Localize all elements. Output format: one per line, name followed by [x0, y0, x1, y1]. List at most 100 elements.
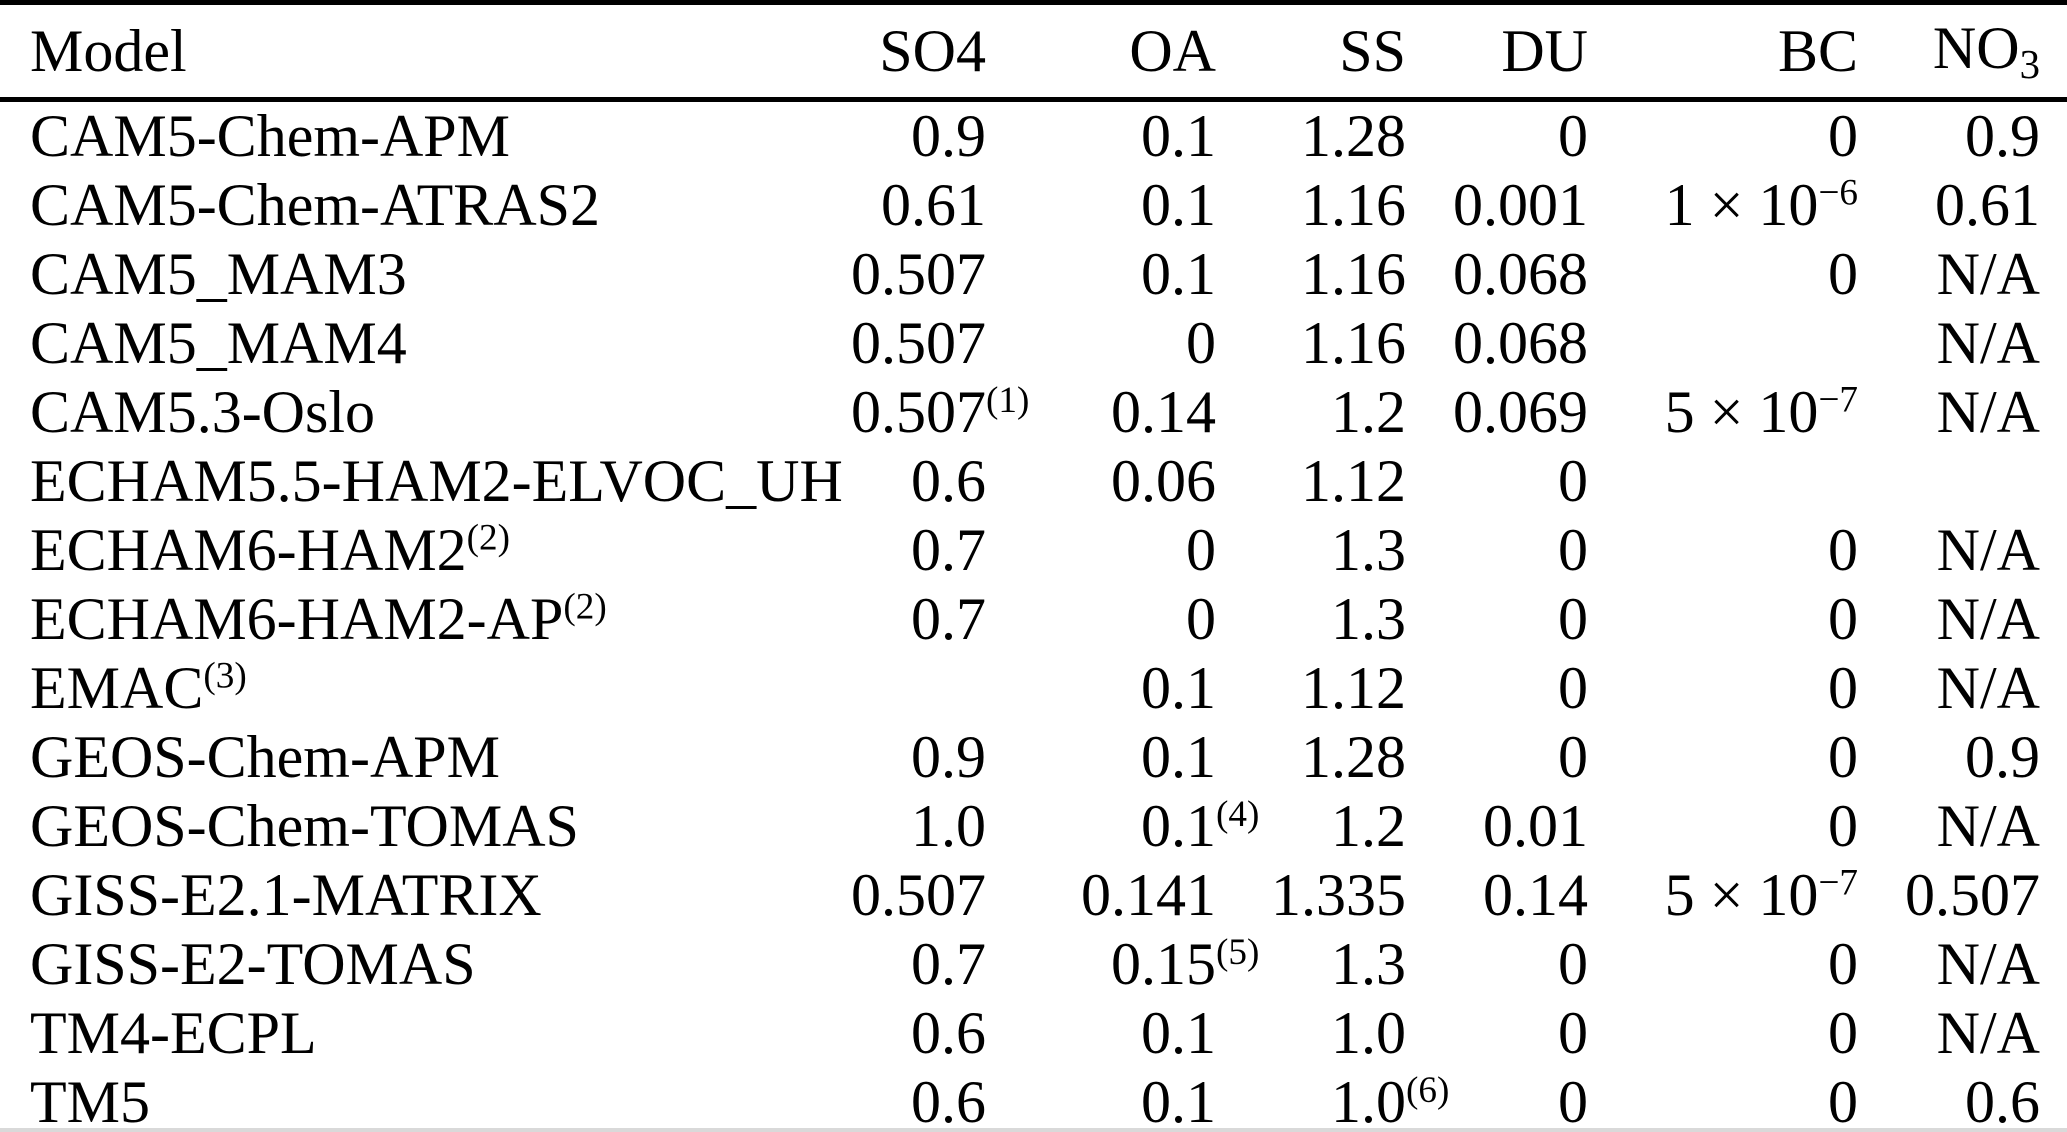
cell-no3: N/A: [1936, 586, 2040, 652]
cell-oa: 0.1(4): [1141, 793, 1260, 859]
cell-oa: 0.1: [1141, 1000, 1216, 1066]
cell-bc: 0: [1828, 724, 1858, 790]
cell-oa: 0.1: [1141, 103, 1216, 169]
cell-ss: 1.16: [1301, 310, 1406, 376]
cell-so4: 0.61: [881, 172, 986, 238]
cell-no3: 0.9: [1965, 103, 2040, 169]
cell-so4: 0.507: [851, 310, 986, 376]
cell-model-name: TM5: [30, 1069, 150, 1132]
cell-model-name: ECHAM5.5-HAM2-ELVOC_UH: [30, 448, 843, 514]
cell-ss: 1.0(6): [1331, 1069, 1450, 1132]
column-header-so4: SO4: [758, 2, 990, 102]
cell-no3: N/A: [1936, 517, 2040, 583]
cell-ss: 1.2: [1331, 379, 1406, 445]
cell-no3: N/A: [1936, 655, 2040, 721]
cell-no3: N/A: [1936, 310, 2040, 376]
cell-model-name: GEOS-Chem-TOMAS: [30, 793, 579, 859]
table-row: EMAC(3) 0.1 1.12 0 0 N/A: [0, 654, 2067, 723]
table-row: TM4-ECPL 0.6 0.1 1.0 0 0 N/A: [0, 999, 2067, 1068]
cell-du: 0.069: [1453, 379, 1588, 445]
cell-bc: 0: [1828, 931, 1858, 997]
table-row: CAM5-Chem-ATRAS2 0.61 0.1 1.16 0.001 1 × 10−6…: [0, 171, 2067, 240]
table-row: CAM5_MAM4 0.507 0 1.16 0.068 N/A: [0, 309, 2067, 378]
cell-model-name: ECHAM6-HAM2-AP(2): [30, 586, 607, 652]
cell-oa: 0: [1186, 586, 1216, 652]
cell-no3: 0.9: [1965, 724, 2040, 790]
cell-so4: 0.7: [911, 517, 986, 583]
cell-ss: 1.0: [1331, 1000, 1406, 1066]
column-header-du: DU: [1410, 2, 1592, 102]
cell-so4: 0.6: [911, 448, 986, 514]
cell-oa: 0: [1186, 517, 1216, 583]
cell-oa: 0.14: [1111, 379, 1216, 445]
cell-du: 0: [1558, 1000, 1588, 1066]
cell-so4: 0.7: [911, 586, 986, 652]
cell-so4: 0.7: [911, 931, 986, 997]
table-header: Model SO4 OA SS DU BC NO3: [0, 2, 2067, 102]
cell-ss: 1.12: [1301, 448, 1406, 514]
cell-model-name: CAM5-Chem-APM: [30, 103, 511, 169]
cell-model-name: CAM5_MAM3: [30, 241, 407, 307]
table-row: GISS-E2-TOMAS 0.7 0.15(5) 1.3 0 0 N/A: [0, 930, 2067, 999]
cell-bc: 1 × 10−6: [1664, 172, 1858, 238]
footnote-marker: (2): [466, 517, 511, 559]
cell-model-name: TM4-ECPL: [30, 1000, 317, 1066]
cell-no3: 0.507: [1905, 862, 2040, 928]
cell-no3: 0.61: [1935, 172, 2040, 238]
cell-model-name: GISS-E2.1-MATRIX: [30, 862, 542, 928]
cell-ss: 1.3: [1331, 931, 1406, 997]
cell-no3: N/A: [1936, 793, 2040, 859]
cell-ss: 1.16: [1301, 172, 1406, 238]
cell-no3: [1862, 447, 2067, 516]
column-header-oa: OA: [990, 2, 1220, 102]
cell-du: 0.068: [1453, 310, 1588, 376]
cell-ss: 1.335: [1271, 862, 1406, 928]
table-body: CAM5-Chem-APM 0.9 0.1 1.28 0 0 0.9 CAM5-Chem-AT…: [0, 100, 2067, 1132]
cell-du: 0.01: [1483, 793, 1588, 859]
cell-bc: 0: [1828, 1069, 1858, 1132]
cell-so4: 0.9: [911, 724, 986, 790]
cell-bc: 5 × 10−7: [1664, 379, 1858, 445]
table-row: ECHAM6-HAM2(2) 0.7 0 1.3 0 0 N/A: [0, 516, 2067, 585]
cell-oa: 0.1: [1141, 172, 1216, 238]
table-row: CAM5.3-Oslo 0.507(1) 0.14 1.2 0.069 5 × 10−7 N…: [0, 378, 2067, 447]
cell-model-name: CAM5_MAM4: [30, 310, 407, 376]
cell-oa: 0.1: [1141, 241, 1216, 307]
table-row: ECHAM5.5-HAM2-ELVOC_UH 0.6 0.06 1.12 0: [0, 447, 2067, 516]
table-row: GEOS-Chem-TOMAS 1.0 0.1(4) 1.2 0.01 0 N/A: [0, 792, 2067, 861]
cell-so4: 0.9: [911, 103, 986, 169]
footnote-marker: (3): [203, 655, 247, 697]
cell-bc: [1592, 447, 1862, 516]
cell-oa: 0.141: [1081, 862, 1216, 928]
cell-du: 0: [1558, 655, 1588, 721]
cell-bc: 0: [1828, 655, 1858, 721]
cell-oa: 0.1: [1141, 655, 1216, 721]
cell-du: 0: [1558, 517, 1588, 583]
cell-bc: 0: [1828, 103, 1858, 169]
cell-bc: 0: [1828, 586, 1858, 652]
cell-no3: N/A: [1936, 1000, 2040, 1066]
cell-so4: 0.6: [911, 1069, 986, 1132]
cell-model-name: ECHAM6-HAM2(2): [30, 517, 511, 583]
cell-bc: [1592, 309, 1862, 378]
page-bottom-edge: [0, 1128, 2067, 1132]
cell-ss: 1.16: [1301, 241, 1406, 307]
column-header-model: Model: [0, 2, 758, 102]
cell-so4: 1.0: [911, 793, 986, 859]
cell-du: 0.068: [1453, 241, 1588, 307]
cell-so4: 0.507: [851, 862, 986, 928]
column-header-bc: BC: [1592, 2, 1862, 102]
cell-ss: 1.28: [1301, 103, 1406, 169]
cell-du: 0: [1558, 931, 1588, 997]
cell-du: 0: [1558, 586, 1588, 652]
cell-du: 0.14: [1483, 862, 1588, 928]
cell-bc: 0: [1828, 1000, 1858, 1066]
cell-no3: N/A: [1936, 241, 2040, 307]
table-row: GEOS-Chem-APM 0.9 0.1 1.28 0 0 0.9: [0, 723, 2067, 792]
cell-model-name: GEOS-Chem-APM: [30, 724, 501, 790]
cell-du: 0: [1558, 1069, 1588, 1132]
cell-bc: 0: [1828, 241, 1858, 307]
cell-ss: 1.12: [1301, 655, 1406, 721]
